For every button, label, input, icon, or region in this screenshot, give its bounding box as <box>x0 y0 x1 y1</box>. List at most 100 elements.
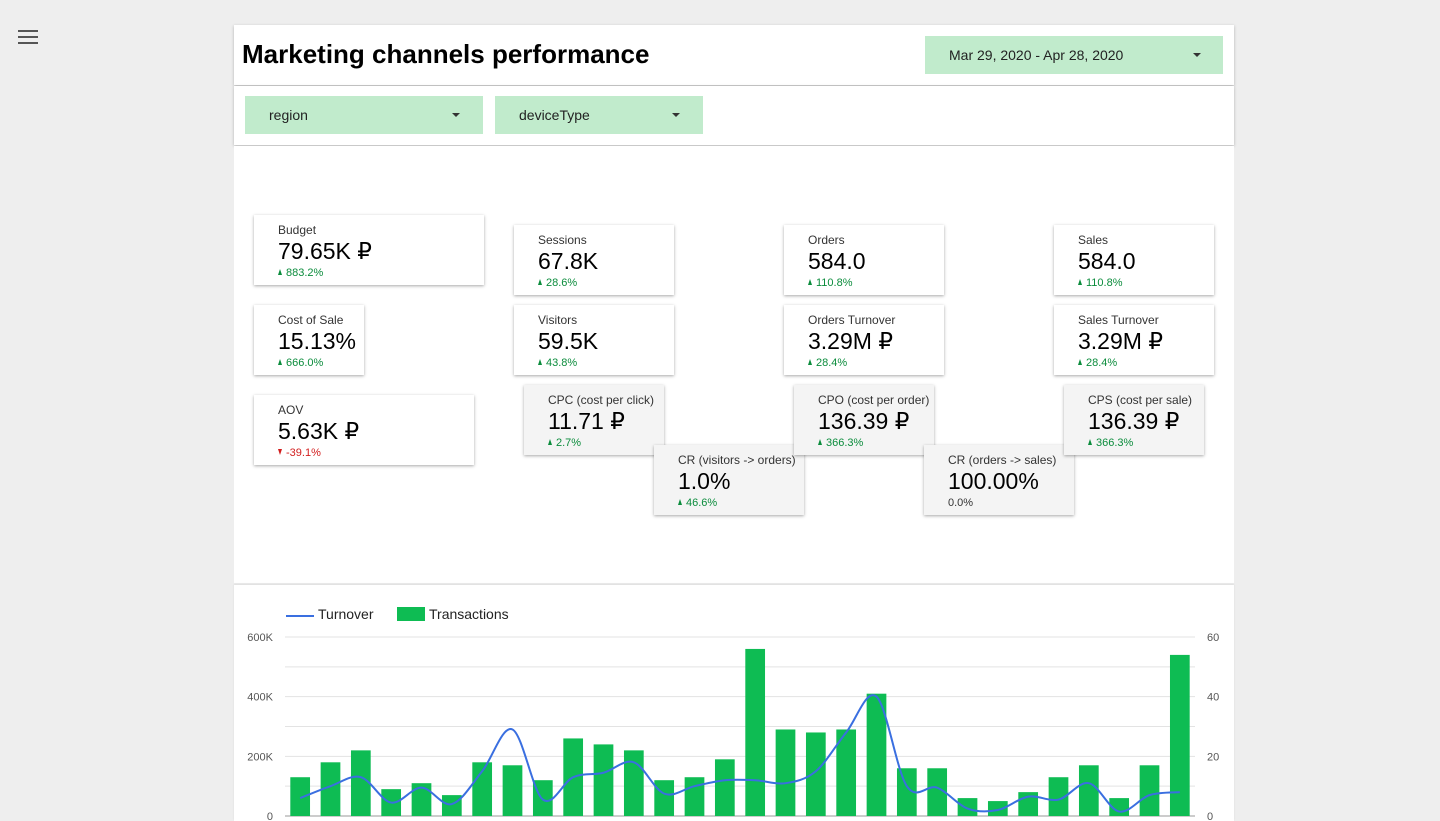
legend-swatch-transactions <box>397 607 425 621</box>
chart-bar <box>593 744 614 816</box>
chart-bar <box>836 729 857 816</box>
scorecard-delta-value: 2.7% <box>556 437 582 449</box>
chart-bar <box>1048 777 1069 816</box>
scorecard-delta-value: 28.6% <box>546 277 578 289</box>
chart-bar <box>714 759 735 816</box>
arrow-up-icon <box>1078 279 1082 285</box>
scorecard-visitors[interactable]: Visitors 59.5K 43.8% <box>514 305 674 375</box>
scorecard-cr-visitors-orders[interactable]: CR (visitors -> orders) 1.0% 46.6% <box>654 445 804 515</box>
scorecard-label: Visitors <box>538 313 578 327</box>
menu-icon[interactable] <box>18 30 38 44</box>
legend-label-turnover: Turnover <box>318 606 374 622</box>
scorecard-delta-value: 366.3% <box>826 437 864 449</box>
scorecard-delta: 28.4% <box>808 356 920 370</box>
arrow-up-icon <box>538 279 542 285</box>
scorecard-label: Cost of Sale <box>278 313 344 327</box>
date-range-picker[interactable]: Mar 29, 2020 - Apr 28, 2020 <box>925 36 1223 74</box>
scorecard-cpo[interactable]: CPO (cost per order) 136.39 ₽ 366.3% <box>794 385 934 455</box>
scorecard-value: 584.0 <box>808 248 866 274</box>
scorecard-value: 3.29M ₽ <box>1078 328 1163 354</box>
y-left-tick-label: 0 <box>267 811 273 821</box>
scorecard-label: Sales <box>1078 233 1109 247</box>
device-type-filter-label: deviceType <box>519 107 590 123</box>
chart-bar <box>441 795 462 816</box>
chart-bar <box>745 648 766 816</box>
scorecard-orders[interactable]: Orders 584.0 110.8% <box>784 225 944 295</box>
scorecard-cost-of-sale[interactable]: Cost of Sale 15.13% 666.0% <box>254 305 364 375</box>
arrow-down-icon <box>278 449 282 455</box>
scorecard-delta: 0.0% <box>948 496 1050 510</box>
chart-plot: 0 200K 400K 600K 0 20 40 60 <box>247 632 1219 821</box>
chart-bar <box>684 777 705 816</box>
arrow-up-icon <box>538 359 542 365</box>
region-filter[interactable]: region <box>245 96 483 134</box>
legend-label-transactions: Transactions <box>429 606 509 622</box>
chart-bar <box>502 765 523 816</box>
legend-swatch-turnover <box>286 615 314 617</box>
scorecard-label: Orders Turnover <box>808 313 896 327</box>
scorecard-delta: 666.0% <box>278 356 340 370</box>
scorecard-value: 15.13% <box>278 328 357 354</box>
chart-bar <box>805 732 826 816</box>
scorecard-value: 5.63K ₽ <box>278 418 360 444</box>
scorecard-aov[interactable]: AOV 5.63K ₽ -39.1% <box>254 395 474 465</box>
scorecard-delta-value: 883.2% <box>286 267 324 279</box>
scorecard-delta: 110.8% <box>808 276 920 290</box>
y-right-tick-label: 0 <box>1207 811 1213 821</box>
scorecard-delta-value: 46.6% <box>686 497 718 509</box>
scorecard-cps[interactable]: CPS (cost per sale) 136.39 ₽ 366.3% <box>1064 385 1204 455</box>
turnover-line <box>299 694 1180 813</box>
chart-bar <box>775 729 796 816</box>
chart-bar <box>532 780 553 816</box>
scorecard-label: CR (visitors -> orders) <box>678 453 796 467</box>
page-title: Marketing channels performance <box>242 39 650 69</box>
scorecard-delta-value: 28.4% <box>1086 357 1118 369</box>
scorecard-delta-value: 28.4% <box>816 357 848 369</box>
scorecard-value: 100.00% <box>948 468 1039 494</box>
scorecard-sales[interactable]: Sales 584.0 110.8% <box>1054 225 1214 295</box>
scorecard-delta: 46.6% <box>678 496 780 510</box>
scorecard-delta-value: 43.8% <box>546 357 578 369</box>
chart-bar <box>411 783 432 816</box>
chart-bar <box>1078 765 1099 816</box>
scorecard-delta: -39.1% <box>278 446 450 460</box>
caret-down-icon <box>452 113 460 117</box>
report-canvas: Marketing channels performance Mar 29, 2… <box>234 25 1234 821</box>
arrow-up-icon <box>278 269 282 275</box>
scorecard-cpc[interactable]: CPC (cost per click) 11.71 ₽ 2.7% <box>524 385 664 455</box>
scorecard-delta-value: 110.8% <box>1086 277 1123 289</box>
scorecard-label: AOV <box>278 403 304 417</box>
scorecard-label: Sales Turnover <box>1078 313 1159 327</box>
y-left-tick-label: 400K <box>247 692 273 704</box>
chart-bar <box>290 777 311 816</box>
scorecard-value: 3.29M ₽ <box>808 328 893 354</box>
caret-down-icon <box>672 113 680 117</box>
scorecard-delta-value: 110.8% <box>816 277 853 289</box>
scorecard-label: Sessions <box>538 233 587 247</box>
y-left-tick-label: 200K <box>247 751 273 763</box>
scorecard-sessions[interactable]: Sessions 67.8K 28.6% <box>514 225 674 295</box>
scorecard-sales-turnover[interactable]: Sales Turnover 3.29M ₽ 28.4% <box>1054 305 1214 375</box>
scorecard-delta-value: -39.1% <box>286 447 321 459</box>
arrow-up-icon <box>1078 359 1082 365</box>
scorecard-delta: 28.4% <box>1078 356 1190 370</box>
chart-bar <box>957 798 978 816</box>
scorecard-cr-orders-sales[interactable]: CR (orders -> sales) 100.00% 0.0% <box>924 445 1074 515</box>
y-right-tick-label: 20 <box>1207 751 1219 763</box>
scorecard-delta: 883.2% <box>278 266 460 280</box>
scorecard-value: 67.8K <box>538 248 599 274</box>
scorecard-delta-value: 366.3% <box>1096 437 1134 449</box>
chart-bar <box>987 801 1008 816</box>
scorecard-delta: 110.8% <box>1078 276 1190 290</box>
filter-bar: region deviceType <box>234 86 1234 145</box>
kpi-scorecards: Budget 79.65K ₽ 883.2% Cost of Sale 15.13% 6… <box>234 146 1234 583</box>
chart-bar <box>320 762 341 816</box>
scorecard-budget[interactable]: Budget 79.65K ₽ 883.2% <box>254 215 484 285</box>
scorecard-delta: 43.8% <box>538 356 650 370</box>
chart-bar <box>472 762 493 816</box>
chart-bar <box>896 768 917 816</box>
scorecard-orders-turnover[interactable]: Orders Turnover 3.29M ₽ 28.4% <box>784 305 944 375</box>
scorecard-value: 59.5K <box>538 328 599 354</box>
device-type-filter[interactable]: deviceType <box>495 96 703 134</box>
chart-bar <box>1169 654 1190 816</box>
